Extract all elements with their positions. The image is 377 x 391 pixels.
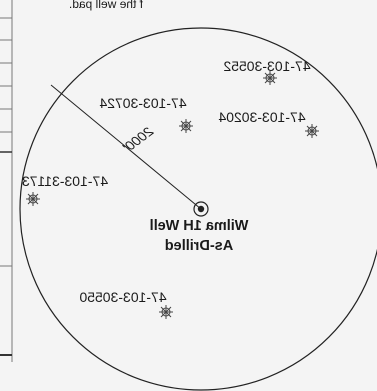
well-symbol-icon [26,192,40,206]
left-frame [0,0,13,362]
center-well-icon [193,201,209,217]
well-label-30550: 47-103-30550 [79,289,166,305]
header-fragment: f the well pad. [69,0,143,11]
radius-label: 2000' [120,123,156,155]
well-label-30204: 47-103-30204 [218,109,305,125]
radius-line [50,84,202,210]
well-symbol-icon [263,71,277,85]
well-symbol-icon [305,124,319,138]
well-symbol-icon [179,119,193,133]
well-label-30552: 47-103-30552 [223,58,310,74]
radius-circle [19,27,377,391]
center-well-status: As-Drilled [165,238,234,254]
well-symbol-icon [159,305,173,319]
well-label-30724: 47-103-30724 [99,95,186,111]
well-label-31173: 47-103-31173 [22,173,108,189]
center-well-name: Wilma 1H Well [150,218,249,234]
